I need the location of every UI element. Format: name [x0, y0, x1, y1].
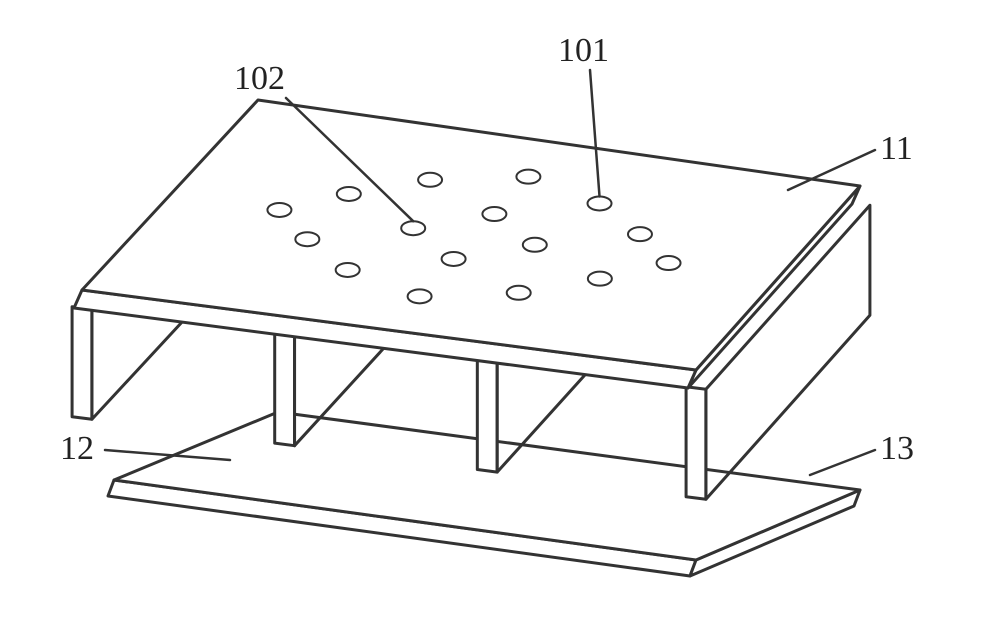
- hole-13: [336, 263, 360, 277]
- hole-9: [657, 256, 681, 270]
- hole-7: [401, 221, 425, 235]
- rib-0-front: [72, 307, 92, 420]
- hole-11: [442, 252, 466, 266]
- label-11: 11: [880, 130, 913, 168]
- hole-10: [295, 232, 319, 246]
- rib-2-front: [477, 360, 497, 473]
- top-plate-top: [82, 100, 860, 370]
- hole-15: [408, 289, 432, 303]
- rib-1-front: [275, 333, 295, 446]
- hole-2: [588, 196, 612, 210]
- hole-0: [516, 170, 540, 184]
- hole-3: [337, 187, 361, 201]
- label-102: 102: [234, 60, 285, 98]
- label-101: 101: [558, 32, 609, 70]
- rib-3-front: [686, 387, 706, 500]
- hole-5: [628, 227, 652, 241]
- label-12: 12: [60, 430, 94, 468]
- hole-14: [507, 286, 531, 300]
- hole-6: [267, 203, 291, 217]
- hole-4: [482, 207, 506, 221]
- hole-1: [418, 173, 442, 187]
- diagram-canvas: [0, 0, 1000, 623]
- label-13: 13: [880, 430, 914, 468]
- hole-8: [523, 238, 547, 252]
- hole-12: [588, 272, 612, 286]
